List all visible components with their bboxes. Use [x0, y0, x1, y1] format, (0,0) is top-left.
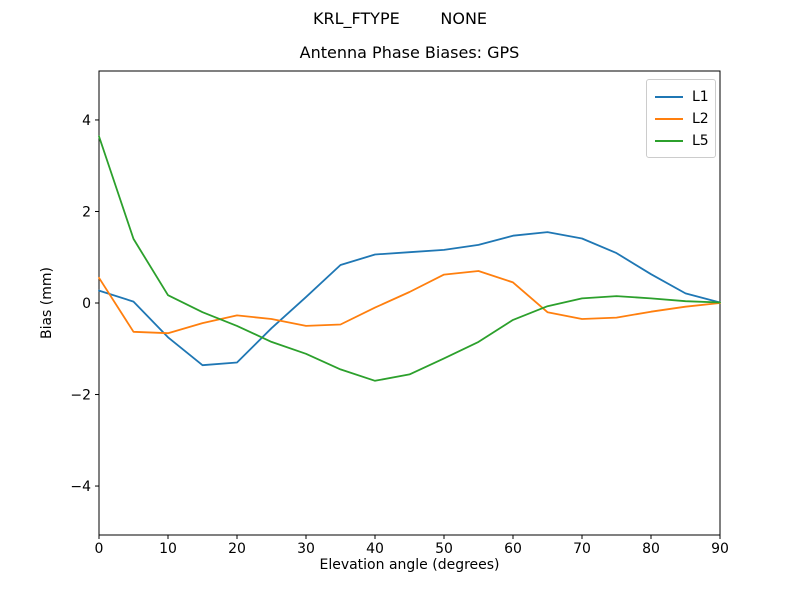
- legend-label-L5: L5: [692, 133, 709, 149]
- legend-line-L1: [655, 96, 683, 98]
- x-tick-label: 30: [297, 541, 315, 557]
- legend-line-L5: [655, 140, 683, 142]
- y-tick-label: 4: [82, 113, 91, 129]
- axes-title: Antenna Phase Biases: GPS: [299, 43, 520, 62]
- y-axis-label: Bias (mm): [39, 266, 55, 340]
- axes-spines: [98, 70, 721, 536]
- x-tick-label: 0: [95, 541, 104, 557]
- x-tick-label: 90: [711, 541, 729, 557]
- figure-title: KRL_FTYPE NONE: [312, 9, 488, 28]
- y-tick-label: 2: [82, 204, 91, 220]
- x-tick-label: 80: [642, 541, 660, 557]
- legend-entry-L1: L1: [655, 86, 709, 108]
- legend-label-L1: L1: [692, 89, 709, 105]
- x-tick-label: 50: [435, 541, 453, 557]
- x-tick-label: 20: [228, 541, 246, 557]
- legend: L1 L2 L5: [646, 79, 716, 158]
- legend-entry-L2: L2: [655, 108, 709, 130]
- legend-entry-L5: L5: [655, 130, 709, 152]
- x-axis-label: Elevation angle (degrees): [319, 557, 500, 573]
- x-tick-label: 70: [573, 541, 591, 557]
- y-tick-label: −2: [70, 388, 91, 404]
- legend-label-L2: L2: [692, 111, 709, 127]
- y-tick-label: 0: [82, 296, 91, 312]
- x-tick-label: 40: [366, 541, 384, 557]
- series-line-L1: [98, 231, 721, 367]
- series-line-L2: [98, 270, 721, 335]
- x-tick-label: 10: [159, 541, 177, 557]
- y-tick-label: −4: [70, 479, 91, 495]
- series-line-L5: [98, 135, 721, 382]
- x-tick-label: 60: [504, 541, 522, 557]
- legend-line-L2: [655, 118, 683, 120]
